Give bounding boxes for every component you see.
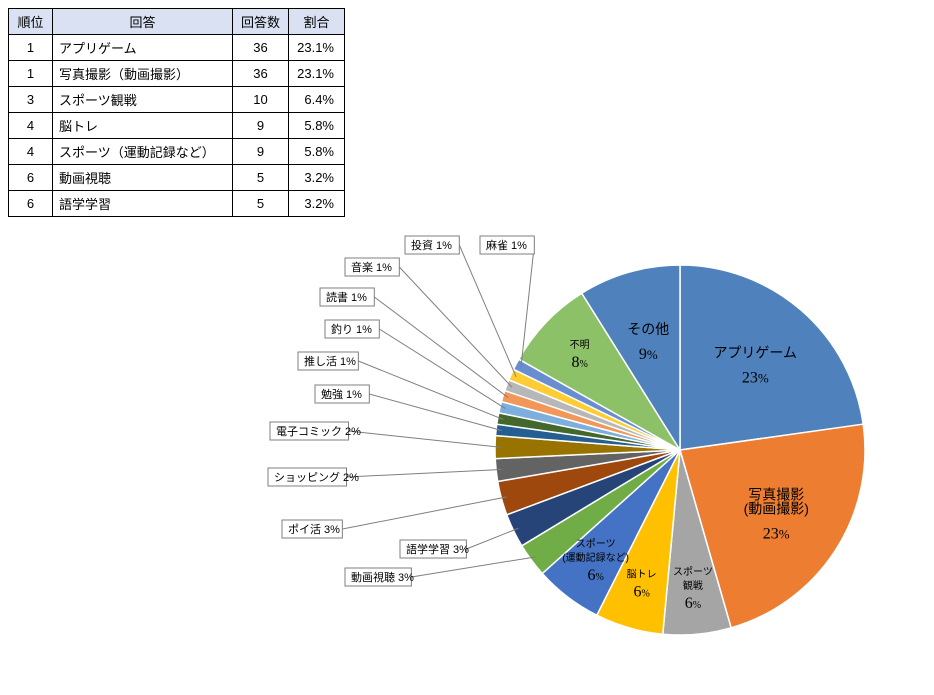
- callout-text: ショッピング 2%: [274, 470, 359, 484]
- callout-text: 電子コミック 2%: [276, 425, 361, 438]
- table-cell: 23.1%: [289, 61, 345, 87]
- table-cell: 語学学習: [53, 191, 233, 217]
- leader-line: [411, 557, 535, 577]
- callout-text: 釣り 1%: [331, 322, 372, 336]
- leader-line: [342, 497, 506, 529]
- callout-text: 動画視聴 3%: [351, 570, 414, 584]
- callout-text: 推し活 1%: [304, 354, 356, 368]
- callout-text: 音楽 1%: [351, 260, 392, 274]
- slice-label: 観戦: [683, 579, 703, 592]
- leader-line: [369, 394, 501, 431]
- slice-label: スポーツ: [673, 566, 713, 578]
- leader-line: [379, 329, 505, 409]
- table-row: 6語学学習53.2%: [9, 191, 345, 217]
- table-cell: 4: [9, 113, 53, 139]
- table-cell: 3: [9, 87, 53, 113]
- leader-line: [349, 431, 501, 447]
- slice-pct: 23%: [763, 525, 790, 542]
- table-cell: 6.4%: [289, 87, 345, 113]
- table-cell: 3.2%: [289, 191, 345, 217]
- slice-label: アプリゲーム: [713, 344, 797, 360]
- table-cell: 6: [9, 165, 53, 191]
- callout-text: 投資 1%: [411, 238, 452, 252]
- slice-label: 脳トレ: [627, 568, 657, 580]
- table-cell: 9: [233, 139, 289, 165]
- table-cell: スポーツ観戦: [53, 87, 233, 113]
- table-cell: アプリゲーム: [53, 35, 233, 61]
- leader-line: [466, 528, 518, 549]
- slice-label: スポーツ: [576, 538, 616, 550]
- slice-label: (動画撮影): [744, 500, 809, 516]
- table-header: 回答数: [233, 9, 289, 35]
- table-cell: 動画視聴: [53, 165, 233, 191]
- table-cell: 5.8%: [289, 139, 345, 165]
- table-cell: 23.1%: [289, 35, 345, 61]
- table-cell: 写真撮影（動画撮影）: [53, 61, 233, 87]
- table-cell: 5: [233, 191, 289, 217]
- slice-label: 不明: [570, 339, 590, 351]
- pie-chart: アプリゲーム23%写真撮影(動画撮影)23%スポーツ観戦6%脳トレ6%スポーツ(…: [250, 220, 930, 680]
- table-cell: 9: [233, 113, 289, 139]
- survey-table: 順位回答回答数割合 1アプリゲーム3623.1%1写真撮影（動画撮影）3623.…: [8, 8, 345, 217]
- table-cell: 10: [233, 87, 289, 113]
- callout-text: ポイ活 3%: [288, 523, 340, 536]
- table-row: 1写真撮影（動画撮影）3623.1%: [9, 61, 345, 87]
- callout-text: 読書 1%: [326, 290, 367, 304]
- leader-line: [459, 245, 516, 377]
- table-cell: 36: [233, 61, 289, 87]
- callout-text: 麻雀 1%: [486, 238, 527, 252]
- table-cell: 3.2%: [289, 165, 345, 191]
- slice-label: その他: [627, 321, 669, 337]
- table-cell: 6: [9, 191, 53, 217]
- callout-text: 勉強 1%: [321, 387, 362, 401]
- table-cell: 5: [233, 165, 289, 191]
- slice-pct: 9%: [639, 346, 658, 363]
- callout-text: 語学学習 3%: [406, 542, 469, 556]
- table-cell: 36: [233, 35, 289, 61]
- table-cell: 1: [9, 61, 53, 87]
- table-row: 4脳トレ95.8%: [9, 113, 345, 139]
- table-cell: 5.8%: [289, 113, 345, 139]
- table-row: 3スポーツ観戦106.4%: [9, 87, 345, 113]
- table-header: 順位: [9, 9, 53, 35]
- table-cell: スポーツ（運動記録など）: [53, 139, 233, 165]
- table-row: 6動画視聴53.2%: [9, 165, 345, 191]
- table-header: 回答: [53, 9, 233, 35]
- leader-line: [347, 469, 502, 477]
- slice-label: (運動記録など): [562, 551, 629, 564]
- table-cell: 1: [9, 35, 53, 61]
- table-cell: 脳トレ: [53, 113, 233, 139]
- table-cell: 4: [9, 139, 53, 165]
- table-row: 4スポーツ（運動記録など）95.8%: [9, 139, 345, 165]
- data-table: 順位回答回答数割合 1アプリゲーム3623.1%1写真撮影（動画撮影）3623.…: [8, 8, 345, 217]
- table-row: 1アプリゲーム3623.1%: [9, 35, 345, 61]
- slice-pct: 23%: [742, 369, 769, 386]
- table-header: 割合: [289, 9, 345, 35]
